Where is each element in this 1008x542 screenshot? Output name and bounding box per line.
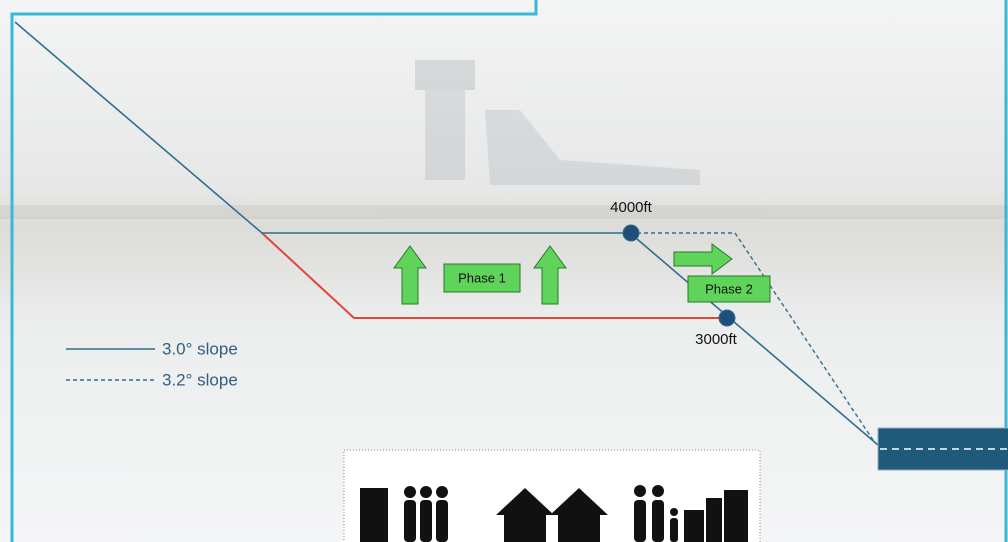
background-scene [0,60,1008,219]
frame [10,0,538,542]
up-arrow [393,245,427,305]
waypoint [718,309,736,327]
phase-label: Phase 2 [705,281,753,296]
altitude-label: 3000ft [695,331,738,348]
legend-label: 3.0° slope [162,339,238,358]
right-arrow [673,243,733,275]
slope-3-0 [14,21,879,446]
phase-label: Phase 1 [458,270,506,285]
phase-box [687,275,771,303]
waypoint [622,224,640,242]
legend-label: 3.2° slope [162,370,238,389]
slope-3-2 [630,232,876,444]
community-icons [360,485,748,542]
altitude-label: 4000ft [610,199,653,216]
lowered-path [261,232,727,319]
up-arrow [533,245,567,305]
phase-box [443,263,521,293]
